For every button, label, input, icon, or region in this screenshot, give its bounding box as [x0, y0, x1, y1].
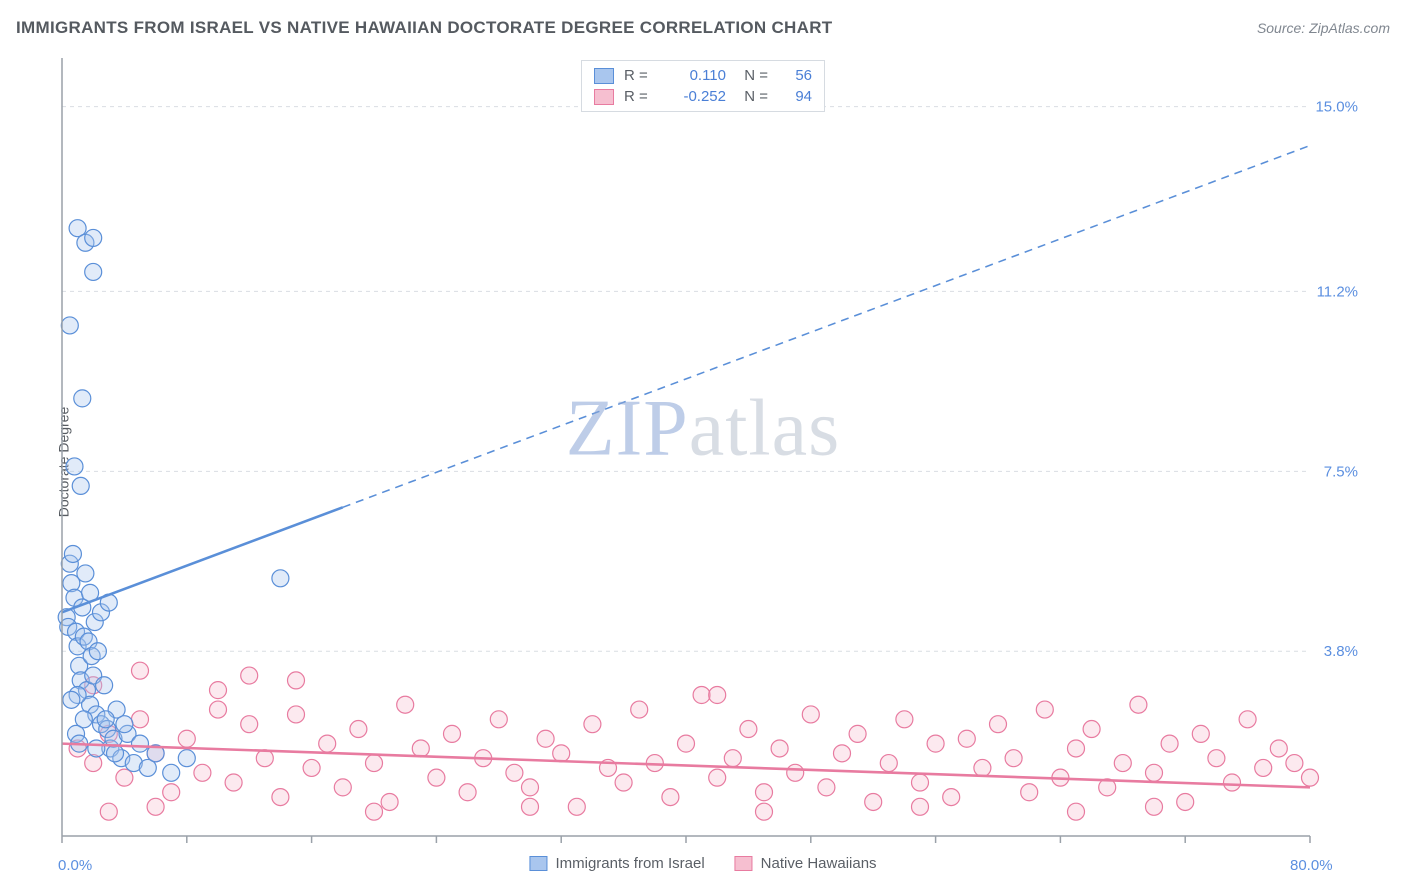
n-label: N =: [736, 67, 768, 84]
n-value: 56: [778, 67, 812, 84]
plot-area: Doctorate Degree 3.8%7.5%11.2%15.0% ZIPa…: [16, 48, 1390, 876]
svg-text:3.8%: 3.8%: [1324, 643, 1358, 660]
svg-text:15.0%: 15.0%: [1315, 99, 1358, 116]
r-label: R =: [624, 67, 652, 84]
n-label: N =: [736, 88, 768, 105]
svg-text:7.5%: 7.5%: [1324, 463, 1358, 480]
chart-header: IMMIGRANTS FROM ISRAEL VS NATIVE HAWAIIA…: [16, 18, 1390, 38]
chart-title: IMMIGRANTS FROM ISRAEL VS NATIVE HAWAIIA…: [16, 18, 832, 38]
legend-label: Immigrants from Israel: [555, 855, 704, 872]
legend-item-series-1: Native Hawaiians: [735, 855, 877, 872]
r-value: 0.110: [662, 67, 726, 84]
legend-row-series-1: R = -0.252 N = 94: [594, 86, 812, 107]
x-axis-max: 80.0%: [1290, 857, 1333, 874]
legend-label: Native Hawaiians: [761, 855, 877, 872]
r-label: R =: [624, 88, 652, 105]
x-axis-min: 0.0%: [58, 857, 92, 874]
legend-row-series-0: R = 0.110 N = 56: [594, 65, 812, 86]
swatch-icon: [735, 856, 753, 871]
legend-item-series-0: Immigrants from Israel: [529, 855, 704, 872]
swatch-icon: [529, 856, 547, 871]
n-value: 94: [778, 88, 812, 105]
chart-source: Source: ZipAtlas.com: [1257, 20, 1390, 36]
r-value: -0.252: [662, 88, 726, 105]
series-legend: Immigrants from Israel Native Hawaiians: [529, 855, 876, 872]
svg-text:11.2%: 11.2%: [1317, 283, 1358, 300]
swatch-icon: [594, 68, 614, 84]
correlation-legend: R = 0.110 N = 56 R = -0.252 N = 94: [581, 60, 825, 112]
swatch-icon: [594, 89, 614, 105]
scatter-chart: 3.8% 7.5% 11.2% 15.0%: [52, 48, 1390, 876]
